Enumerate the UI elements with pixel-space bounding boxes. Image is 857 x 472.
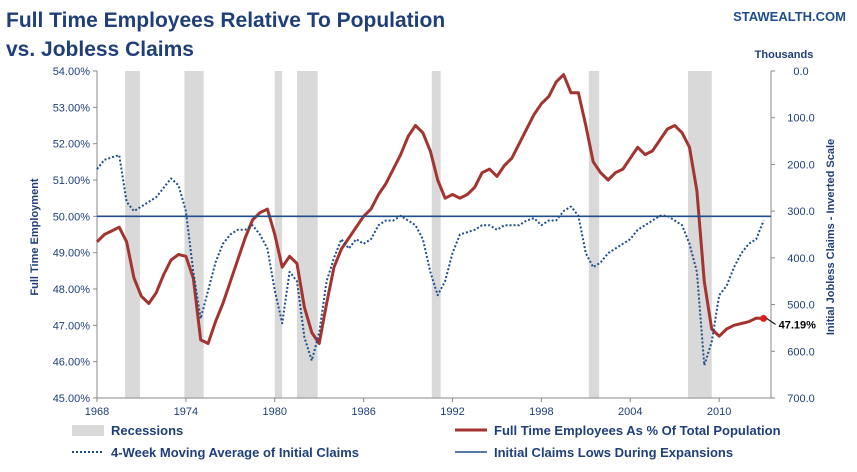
left-tick-label: 54.00% — [53, 66, 91, 78]
right-axis-title: Initial Jobless Claims - Inverted Scale — [825, 139, 837, 335]
right-tick-label: 300.0 — [787, 206, 815, 218]
plot-area: 54.00% 53.00% 52.00% 51.00% 50.00% 49.00% 48.0… — [53, 66, 816, 418]
recession-band — [588, 71, 600, 398]
chart-title-line-2: vs. Jobless Claims — [6, 38, 194, 61]
fulltime-employment-line — [95, 73, 764, 345]
left-tick-label: 47.00% — [53, 320, 91, 332]
right-axis-unit: Thousands — [755, 49, 814, 61]
left-tick-label: 49.00% — [53, 248, 91, 260]
right-tick-label: 0.0 — [793, 66, 808, 78]
recession-band — [184, 71, 204, 398]
annotation-marker — [760, 314, 768, 322]
left-tick-label: 48.00% — [53, 284, 91, 296]
annotation-leader — [766, 318, 776, 325]
brand-logo-text: STAWEALTH.COM — [733, 9, 846, 24]
left-tick-label: 51.00% — [53, 175, 91, 187]
x-tick-label: 1974 — [174, 406, 198, 418]
x-tick-label: 1980 — [263, 406, 287, 418]
legend-label: Recessions — [111, 423, 183, 438]
left-tick-label: 52.00% — [53, 139, 91, 151]
right-tick-label: 100.0 — [787, 113, 815, 125]
left-tick-label: 46.00% — [53, 357, 91, 369]
chart-title-line-1: Full Time Employees Relative To Populati… — [6, 9, 445, 32]
x-tick-label: 1986 — [351, 406, 375, 418]
right-tick-label: 200.0 — [787, 159, 815, 171]
legend: Recessions Full Time Employees As % Of To… — [72, 423, 781, 460]
x-tick-label: 1968 — [85, 406, 109, 418]
left-tick-label: 50.00% — [53, 211, 91, 223]
legend-label: Full Time Employees As % Of Total Popula… — [494, 423, 781, 438]
recession-band — [274, 71, 283, 398]
annotation-label: 47.19% — [779, 319, 817, 331]
right-tick-label: 600.0 — [787, 346, 815, 358]
x-tick-label: 2010 — [707, 406, 731, 418]
x-tick-label: 2004 — [618, 406, 642, 418]
x-tick-label: 1998 — [529, 406, 553, 418]
left-axis-title: Full Time Employment — [29, 178, 41, 295]
x-tick-label: 1992 — [440, 406, 464, 418]
right-tick-label: 400.0 — [787, 253, 815, 265]
left-tick-label: 45.00% — [53, 393, 91, 405]
legend-label: 4-Week Moving Average of Initial Claims — [111, 445, 359, 460]
left-tick-label: 53.00% — [53, 102, 91, 114]
recession-band — [125, 71, 140, 398]
legend-label: Initial Claims Lows During Expansions — [494, 445, 733, 460]
recession-band — [431, 71, 441, 398]
right-tick-label: 500.0 — [787, 300, 815, 312]
legend-swatch-recessions — [72, 425, 104, 436]
claims-dotted-line — [96, 154, 765, 367]
right-tick-label: 700.0 — [787, 393, 815, 405]
